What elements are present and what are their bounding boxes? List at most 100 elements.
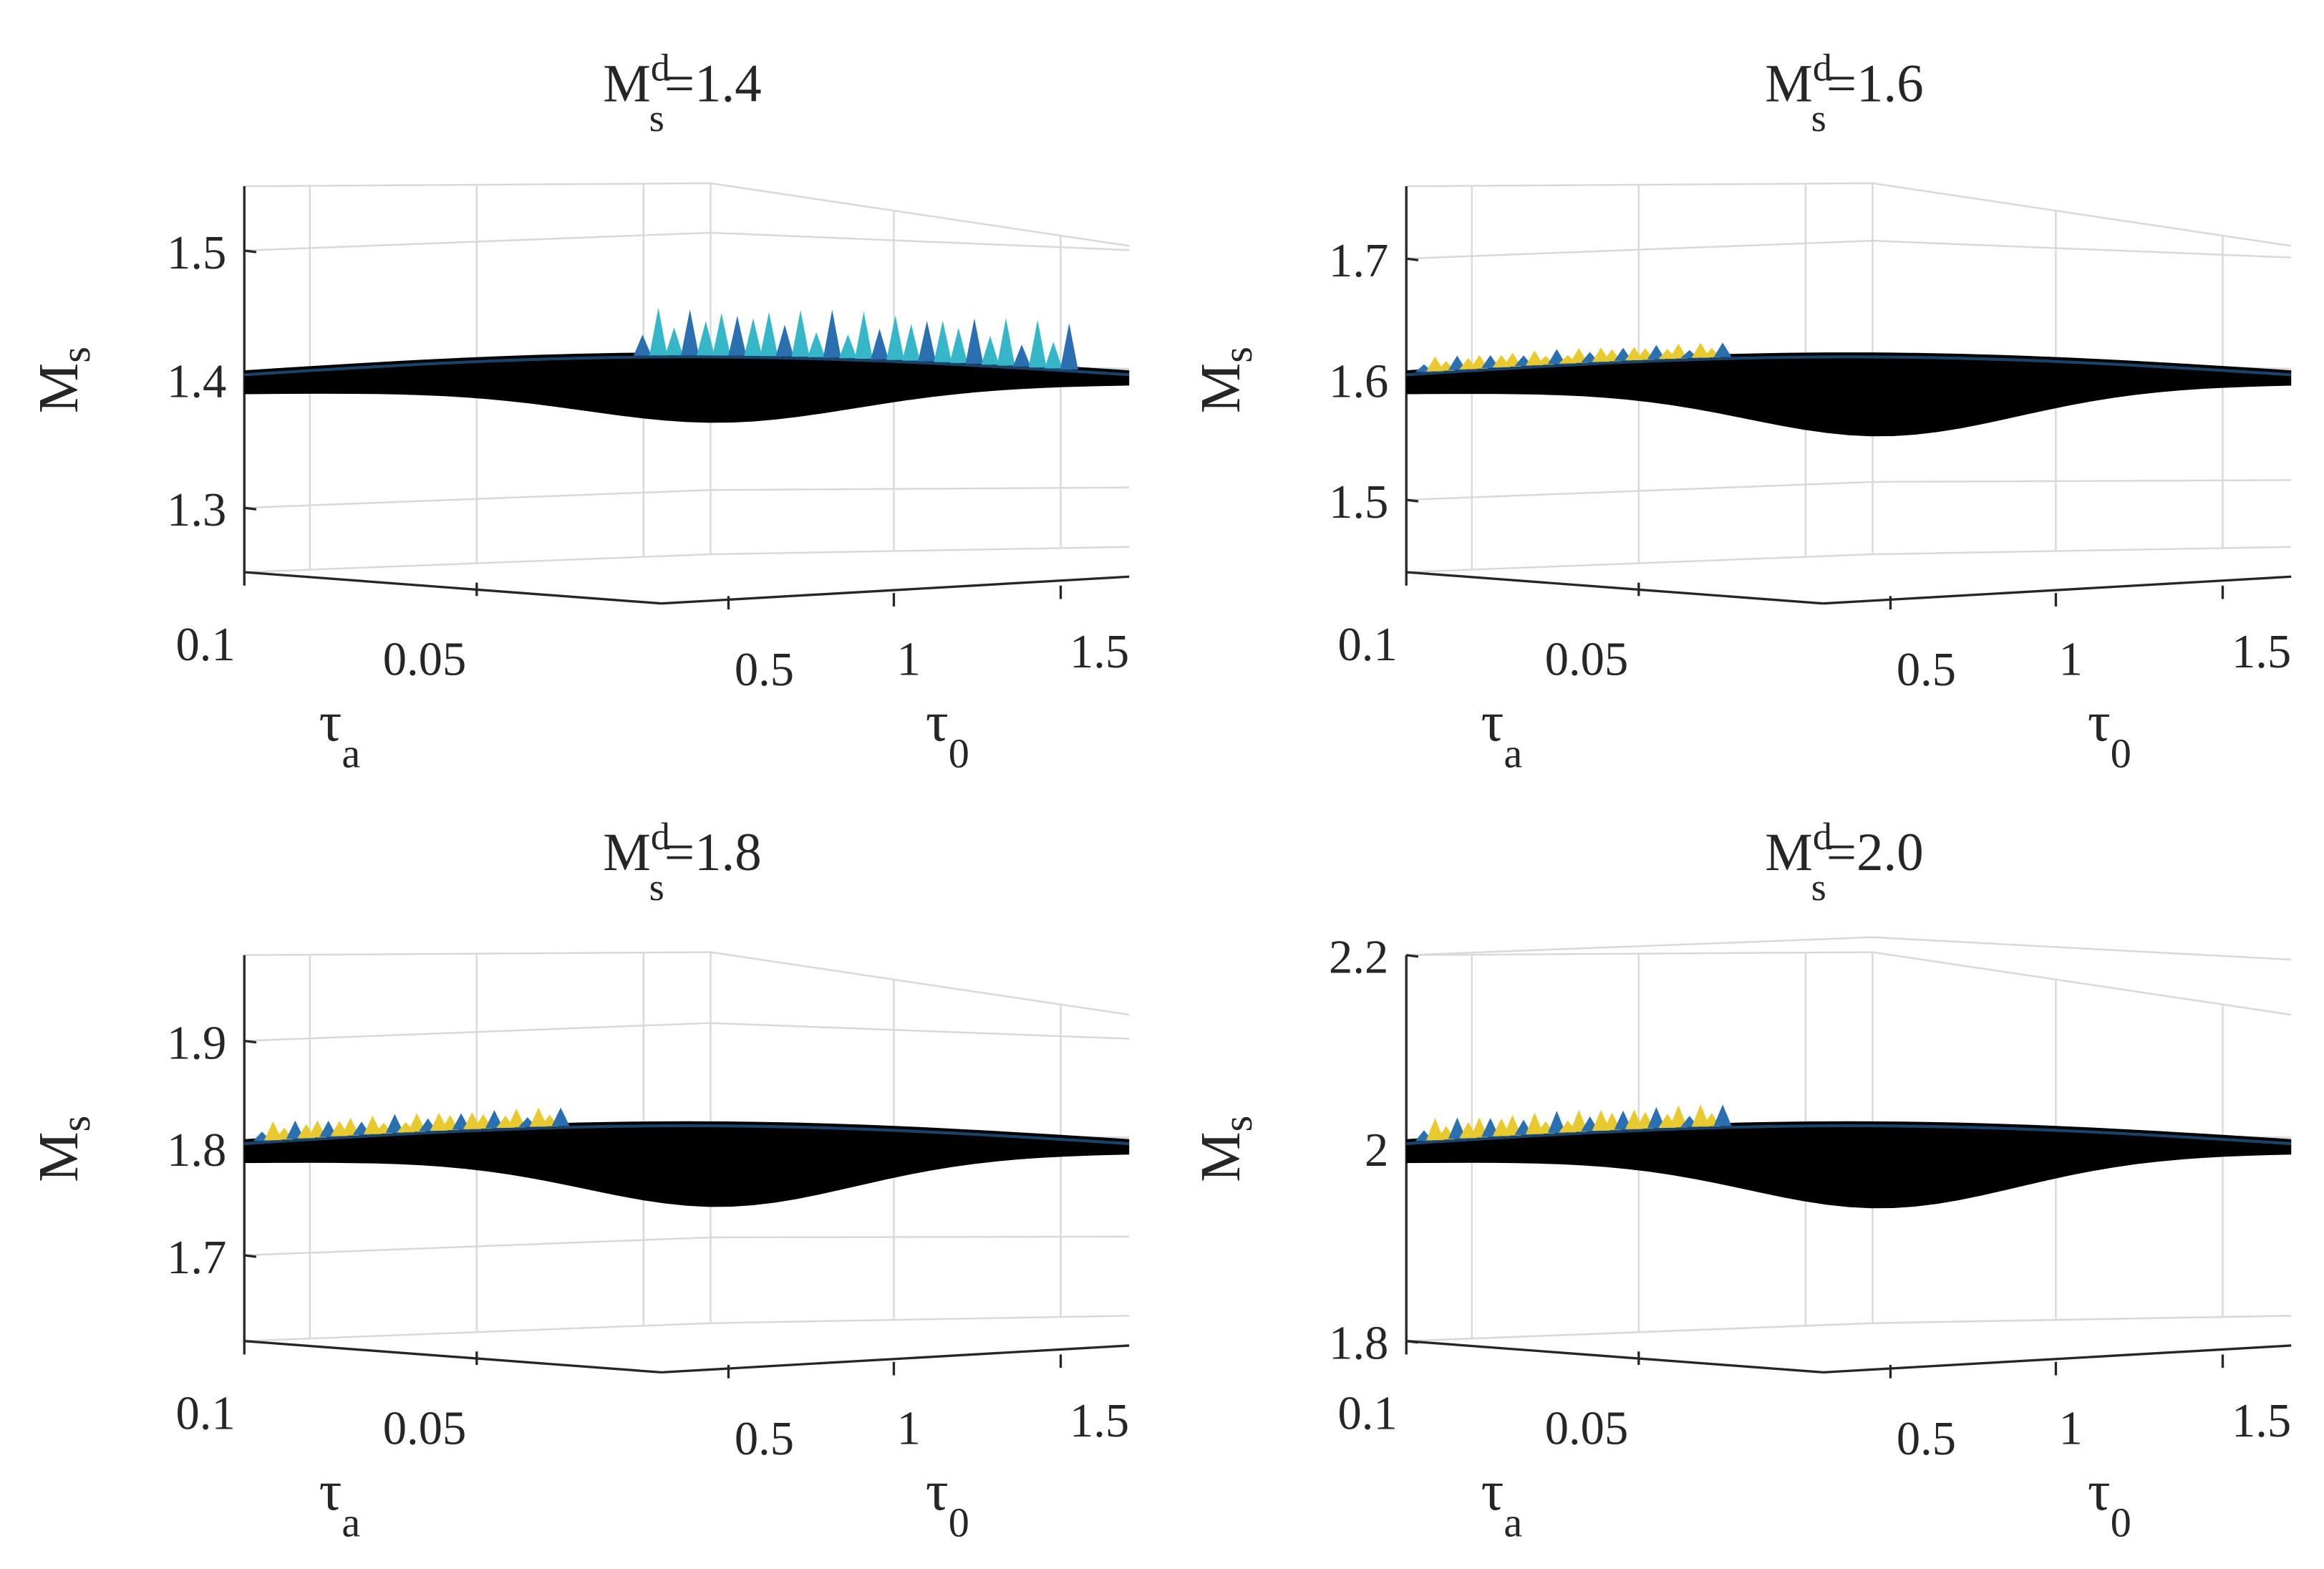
t0-tick-label: 1 (2059, 634, 2083, 686)
ta-axis-label: τa (1481, 1460, 1523, 1545)
z-tick-label: 1.4 (167, 356, 226, 408)
z-label-subscript: s (1214, 1116, 1261, 1132)
surface-ripple (286, 1120, 304, 1139)
t0-tick-label: 1.5 (2232, 626, 2291, 678)
title-base: M (1765, 54, 1813, 113)
ta-label-base: τ (1481, 691, 1504, 753)
ta-label-subscript: a (1504, 1499, 1522, 1545)
title-rest: =1.4 (664, 54, 762, 113)
surface-ripple (1425, 1118, 1444, 1141)
ta-axis-label: τa (319, 691, 361, 776)
z-grid-line-2 (244, 486, 1130, 509)
surface-ripple (1425, 356, 1444, 372)
t0-tick-label: 0.5 (735, 1413, 794, 1465)
surface-ripple (1448, 1117, 1466, 1139)
surface-ripple (712, 313, 731, 356)
surface-body (244, 352, 1130, 423)
surface-ripple (760, 312, 778, 357)
z-tick-label: 2.2 (1329, 932, 1388, 984)
z-axis-label: Ms (1190, 347, 1261, 413)
z-grid-line-2 (1406, 1315, 2292, 1342)
surface-ripple (633, 334, 652, 356)
surface-ripple (823, 309, 841, 358)
ta-tick-label: 0.05 (1545, 1402, 1629, 1454)
back-top-edge (244, 182, 1130, 247)
z-tick-mark (244, 249, 257, 254)
z-grid-line-2 (1406, 479, 2292, 501)
surface-ripple (1713, 1104, 1732, 1126)
t0-label-base: τ (926, 691, 949, 753)
ta-tick-label: 0.05 (383, 1402, 467, 1454)
t0-axis-line (1823, 1344, 2292, 1374)
subplot-title: Md s=1.6 (1765, 46, 1923, 140)
surface-ripple (997, 318, 1015, 366)
surface-ripple (1547, 349, 1566, 365)
surface-ripple (697, 321, 715, 356)
z-label-subscript: s (1214, 347, 1261, 363)
z-tick-mark (244, 1039, 257, 1044)
surface-ripple (1691, 342, 1710, 358)
surface-ripple (681, 309, 699, 356)
surface-ripple (507, 1108, 526, 1128)
surface-ripple (902, 324, 921, 361)
z-tick-label: 1.5 (167, 227, 226, 279)
ta-axis-line (244, 1340, 662, 1374)
surface-ripple (728, 315, 747, 356)
surface-ripple (1028, 319, 1047, 368)
z-tick-mark (244, 1254, 257, 1258)
surface-ripple (1012, 344, 1031, 367)
surface-ripple (1504, 1114, 1522, 1136)
ta-tick-label: 0.05 (383, 634, 467, 686)
z-tick-label: 1.6 (1329, 356, 1388, 408)
surface-ripple (838, 334, 857, 359)
back-floor-edge (1406, 546, 2292, 574)
z-tick-label: 1.8 (1329, 1318, 1388, 1370)
z-tick-mark (1406, 498, 1419, 503)
t0-label-subscript: 0 (2111, 730, 2131, 777)
t0-tick-label: 0.5 (1897, 1413, 1956, 1465)
back-floor-edge (1406, 1315, 2292, 1342)
z-label-base: M (28, 363, 90, 413)
surface-ripple (918, 321, 936, 362)
z-tick-label: 1.7 (1329, 235, 1388, 287)
surface-edge (244, 355, 1130, 377)
t0-label-base: τ (926, 1460, 949, 1522)
back-top-edge (1406, 951, 2292, 1016)
surface-ripple (949, 327, 968, 364)
ta-axis-label: τa (1481, 691, 1523, 776)
z-tick-label: 1.7 (167, 1232, 226, 1284)
surface-ripple (1569, 1109, 1588, 1132)
title-rest: =1.6 (1826, 54, 1924, 113)
z-tick-label: 1.8 (167, 1124, 226, 1177)
surface-ripple (775, 324, 794, 357)
title-superscript: d (651, 46, 670, 89)
subplot-title: Md s=1.8 (603, 815, 761, 909)
surface-ripple (1669, 1105, 1688, 1128)
surface-edge (244, 1124, 1130, 1146)
surface-ripple (1060, 323, 1078, 370)
z-grid-line-0 (244, 231, 1130, 252)
surface-ripple (485, 1110, 503, 1129)
z-tick-label: 1.3 (167, 484, 226, 536)
surface-body (1406, 352, 2292, 437)
title-superscript: d (651, 815, 670, 858)
title-rest: =2.0 (1826, 823, 1924, 882)
surface-ripple (665, 327, 684, 356)
t0-tick-label: 1 (2059, 1402, 2083, 1454)
ta-label-subscript: a (1504, 730, 1522, 777)
t0-axis-line (661, 1344, 1130, 1374)
surface-ripple (649, 307, 667, 356)
t0-tick-label: 1.5 (1070, 1395, 1129, 1447)
ta-tick-label: 0.05 (1545, 634, 1629, 686)
surface-ripple (407, 1113, 426, 1132)
surface-ripple (529, 1107, 548, 1127)
surface-ripple (1525, 1112, 1544, 1134)
surface-body (244, 1121, 1130, 1207)
t0-tick-label: 0.5 (735, 644, 794, 696)
subplot-title: Md s=2.0 (1765, 815, 1923, 909)
z-label-base: M (1190, 1131, 1252, 1182)
t0-axis-label: τ0 (2088, 1460, 2131, 1545)
z-tick-label: 1.9 (167, 1018, 226, 1070)
